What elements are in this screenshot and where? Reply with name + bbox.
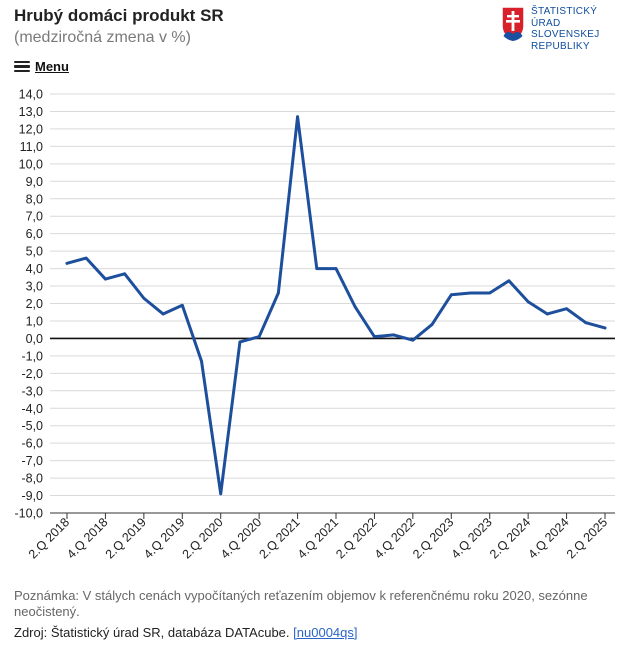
data-point [392, 333, 396, 337]
y-tick-label: 6,0 [26, 227, 43, 241]
data-point [353, 305, 357, 309]
data-point [84, 256, 88, 260]
x-tick-label: 4.Q 2018 [64, 515, 110, 561]
menu-label: Menu [35, 59, 69, 74]
data-point [584, 321, 588, 325]
y-tick-label: -9,0 [21, 489, 43, 503]
y-tick-label: 13,0 [19, 105, 43, 119]
statistical-office-logo[interactable]: ŠTATISTICKÝ ÚRAD SLOVENSKEJ REPUBLIKY [501, 6, 600, 52]
data-point [180, 303, 184, 307]
data-point [65, 261, 69, 265]
x-tick-label: 2.Q 2018 [26, 515, 72, 561]
slovak-coat-of-arms-icon [501, 6, 525, 42]
chart-note: Poznámka: V stálych cenách vypočítaných … [14, 588, 588, 619]
data-point [315, 267, 319, 270]
x-tick-label: 2.Q 2022 [333, 515, 379, 561]
data-point [411, 338, 415, 342]
chart-subtitle: (medziročná zmena v %) [14, 29, 191, 46]
logo-text: ŠTATISTICKÝ ÚRAD SLOVENSKEJ REPUBLIKY [531, 6, 600, 52]
x-tick-label: 2.Q 2023 [410, 515, 456, 561]
y-tick-label: -5,0 [21, 419, 43, 433]
y-tick-label: -6,0 [21, 437, 43, 451]
data-point [488, 291, 492, 295]
chart-title: Hrubý domáci produkt SR [14, 6, 224, 25]
menu-button[interactable]: Menu [14, 59, 69, 74]
x-tick-label: 2.Q 2020 [180, 515, 226, 561]
x-tick-label: 4.Q 2022 [372, 515, 418, 561]
y-tick-label: 9,0 [26, 175, 43, 189]
x-tick-label: 4.Q 2023 [449, 515, 495, 561]
y-tick-label: 5,0 [26, 245, 43, 259]
logo-line: ŠTATISTICKÝ [531, 6, 598, 17]
y-tick-label: -8,0 [21, 472, 43, 486]
y-tick-label: -7,0 [21, 454, 43, 468]
series-group [65, 115, 607, 496]
x-tick-label: 4.Q 2024 [525, 515, 571, 561]
y-tick-label: 11,0 [20, 140, 43, 154]
y-tick-label: 2,0 [26, 297, 43, 311]
x-tick-label: 2.Q 2025 [564, 515, 610, 561]
y-tick-label: 7,0 [26, 210, 43, 224]
data-point [123, 272, 127, 276]
x-tick-label: 2.Q 2024 [487, 515, 533, 561]
x-tick-label: 4.Q 2021 [295, 515, 341, 561]
x-tick-label: 2.Q 2019 [103, 515, 149, 561]
data-point [296, 115, 299, 119]
chart-source: Zdroj: Štatistický úrad SR, databáza DAT… [14, 625, 358, 640]
source-text: Zdroj: Štatistický úrad SR, databáza DAT… [14, 625, 290, 640]
data-point [219, 492, 223, 496]
y-axis-ticks: 14,0 13,0 12,0 11,0 10,0 9,0 8,0 7,0 6,0 5,0 4,0 3,… [15, 88, 44, 521]
data-point [142, 296, 146, 300]
y-tick-label: 0,0 [26, 332, 43, 346]
line-chart: 14,0 13,0 12,0 11,0 10,0 9,0 8,0 7,0 6,0 5,0 4,0 3,… [15, 88, 615, 561]
data-point [449, 293, 453, 297]
data-point [161, 312, 165, 316]
source-link[interactable]: [nu0004qs] [293, 625, 358, 640]
y-tick-label: 1,0 [26, 314, 43, 328]
data-point [276, 291, 280, 295]
data-point [507, 279, 511, 283]
series-line [65, 115, 607, 496]
logo-line: ÚRAD [531, 17, 561, 29]
y-tick-label: -1,0 [21, 349, 43, 363]
data-point [430, 323, 434, 326]
data-point [469, 291, 472, 295]
y-tick-label: -3,0 [21, 384, 43, 398]
y-tick-label: 4,0 [26, 262, 43, 276]
logo-line: REPUBLIKY [531, 40, 590, 52]
data-point [238, 340, 242, 344]
data-point [257, 335, 261, 339]
hamburger-menu-icon [14, 60, 30, 73]
logo-line: SLOVENSKEJ [531, 29, 600, 40]
data-point [526, 300, 530, 304]
y-tick-label: -4,0 [21, 402, 43, 416]
data-point [373, 335, 376, 339]
data-point [334, 267, 338, 270]
data-point [545, 312, 549, 316]
y-tick-label: 3,0 [26, 280, 43, 294]
data-point [565, 307, 568, 311]
y-tick-label: 8,0 [26, 192, 43, 206]
data-point [200, 359, 203, 363]
x-tick-label: 2.Q 2021 [256, 515, 302, 561]
y-tick-label: -2,0 [21, 367, 43, 381]
data-point [104, 277, 107, 281]
x-tick-label: 4.Q 2020 [218, 515, 264, 561]
y-tick-label: 12,0 [19, 122, 43, 136]
y-tick-label: 10,0 [19, 157, 43, 171]
y-tick-label: -10,0 [15, 507, 44, 521]
y-tick-label: 14,0 [19, 88, 43, 102]
x-tick-label: 4.Q 2019 [141, 515, 187, 561]
data-point [603, 326, 607, 330]
grid-lines [50, 93, 615, 514]
